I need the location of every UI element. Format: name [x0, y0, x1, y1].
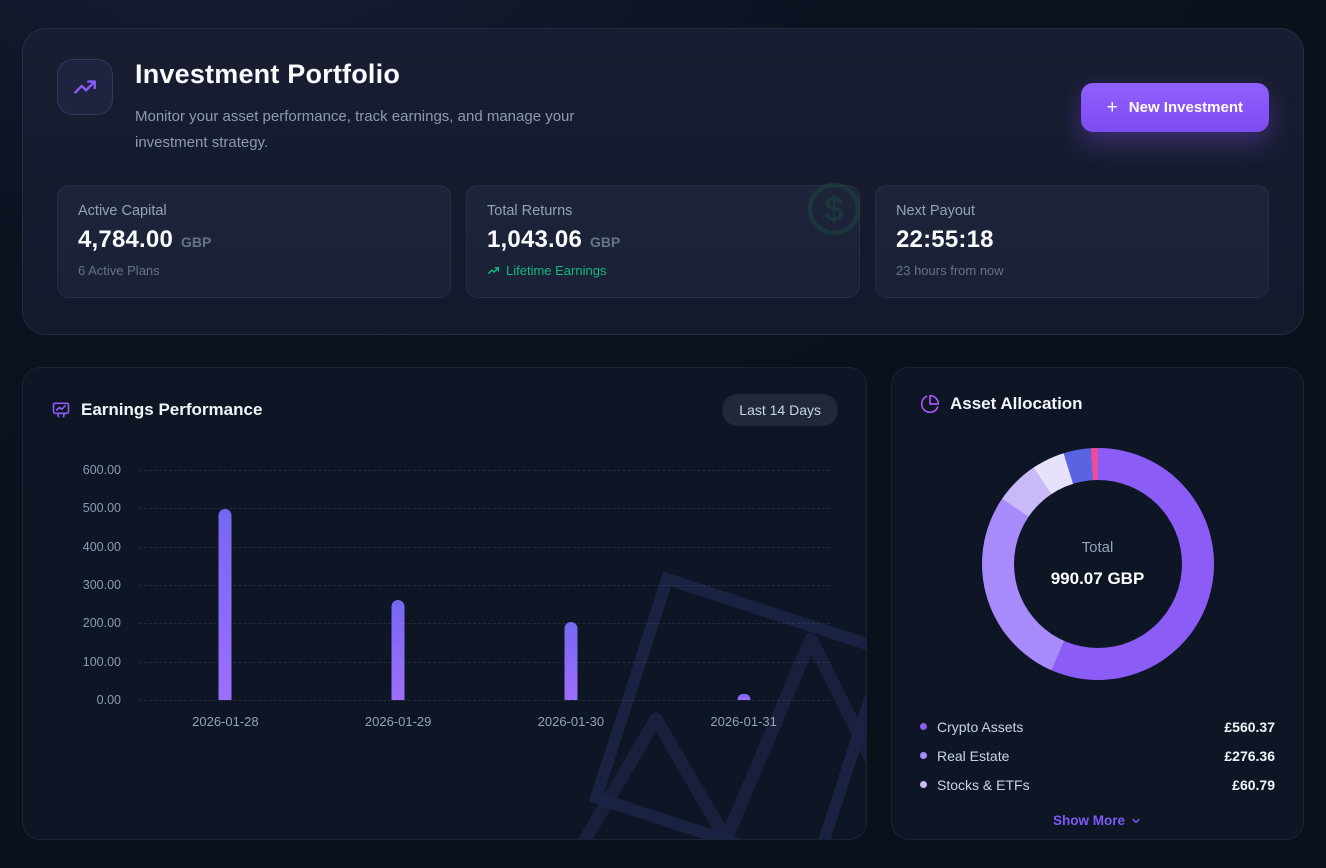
legend-dot	[920, 752, 927, 759]
portfolio-header-card: Investment Portfolio Monitor your asset …	[22, 28, 1304, 335]
legend-row: Real Estate £276.36	[920, 741, 1275, 770]
stat-label: Next Payout	[896, 202, 975, 219]
stat-value: 4,784.00	[78, 225, 174, 253]
stat-currency: GBP	[181, 233, 212, 250]
x-axis-label: 2026-01-28	[192, 714, 259, 729]
y-axis-tick-label: 400.00	[82, 539, 121, 554]
new-investment-button[interactable]: + New Investment	[1080, 83, 1269, 132]
stat-currency: GBP	[590, 233, 621, 250]
stat-card-active-capital: Active Capital 4,784.00 GBP 6 Active Pla…	[57, 184, 451, 298]
y-axis: 600.00 500.00 400.00 300.00 200.00 100.00 0.00	[51, 463, 131, 707]
stat-label: Active Capital	[78, 202, 167, 219]
gridline	[139, 700, 830, 701]
earnings-title: Earnings Performance	[81, 400, 263, 419]
stat-value: 22:55:18	[896, 225, 994, 253]
legend-name: Real Estate	[937, 747, 1010, 764]
legend-dot	[920, 781, 927, 788]
donut-center: Total 990.07 GBP	[1013, 480, 1182, 648]
page-title: Investment Portfolio	[135, 59, 401, 89]
stat-card-total-returns: $ Total Returns 1,043.06 GBP Lifetime Ea…	[466, 182, 861, 298]
gridline	[139, 661, 830, 663]
earnings-bar[interactable]	[391, 599, 405, 700]
earnings-bar[interactable]	[737, 694, 751, 700]
stat-sub: 6 Active Plans	[78, 262, 160, 278]
plus-icon: +	[1106, 97, 1118, 118]
earnings-bar-chart: 600.00 500.00 400.00 300.00 200.00 100.00 0.00…	[51, 463, 838, 770]
show-more-label: Show More	[1052, 813, 1125, 828]
donut-total-label: Total	[1081, 539, 1114, 556]
page-subtitle: Monitor your asset performance, track ea…	[135, 108, 575, 152]
legend-name: Crypto Assets	[937, 718, 1024, 735]
x-axis-label: 2026-01-30	[537, 714, 605, 729]
y-axis-tick-label: 0.00	[96, 693, 121, 707]
gridline	[139, 470, 830, 471]
show-more-button[interactable]: Show More	[1053, 813, 1142, 828]
legend-name: Stocks & ETFs	[937, 776, 1030, 793]
pie-chart-icon	[920, 394, 940, 414]
stat-sub: 23 hours from now	[896, 262, 1004, 278]
legend-dot	[920, 723, 927, 730]
legend-amount: £560.37	[1224, 718, 1275, 735]
legend-amount: £60.79	[1232, 776, 1275, 793]
stat-sub-label: Lifetime Earnings	[506, 262, 607, 278]
allocation-donut-chart[interactable]: Total 990.07 GBP	[981, 448, 1214, 680]
stat-label: Total Returns	[487, 202, 573, 219]
gridline	[139, 546, 830, 548]
stat-value: 1,043.06	[487, 225, 583, 253]
new-investment-label: New Investment	[1128, 99, 1243, 116]
earnings-bar[interactable]	[218, 509, 232, 700]
y-axis-tick-label: 600.00	[82, 463, 121, 477]
allocation-legend: Crypto Assets £560.37 Real Estate £276.3…	[920, 712, 1275, 799]
stat-card-next-payout: Next Payout 22:55:18 23 hours from now	[875, 184, 1269, 298]
x-axis-label: 2026-01-31	[710, 714, 777, 729]
y-axis-tick-label: 100.00	[82, 654, 121, 669]
stats-row: Active Capital 4,784.00 GBP 6 Active Pla…	[57, 182, 1269, 298]
last-14-days-button[interactable]: Last 14 Days	[722, 394, 838, 426]
chevron-down-icon	[1132, 818, 1140, 823]
gridline	[139, 508, 830, 510]
plot-area: 2026-01-28 2026-01-29 2026-01-30 2026-01-31	[139, 470, 830, 729]
asset-allocation-card: Asset Allocation Total 990.07 GBP Crypto…	[891, 367, 1304, 840]
allocation-title: Asset Allocation	[950, 394, 1083, 413]
y-axis-tick-label: 300.00	[82, 578, 121, 592]
x-axis-label: 2026-01-29	[364, 714, 432, 729]
donut-total-value: 990.07 GBP	[1050, 569, 1145, 588]
legend-amount: £276.36	[1224, 747, 1275, 764]
gridline	[139, 585, 830, 586]
gridline	[139, 623, 830, 625]
earnings-performance-card: Earnings Performance Last 14 Days 600.00…	[22, 367, 867, 840]
earnings-bar[interactable]	[564, 621, 578, 700]
legend-row: Stocks & ETFs £60.79	[920, 770, 1275, 799]
y-axis-tick-label: 500.00	[82, 501, 121, 516]
y-axis-tick-label: 200.00	[82, 616, 121, 631]
legend-row: Crypto Assets £560.37	[920, 712, 1275, 741]
trending-up-icon	[57, 59, 113, 115]
trend-up-small-icon	[487, 266, 500, 274]
presentation-chart-icon	[52, 402, 70, 418]
